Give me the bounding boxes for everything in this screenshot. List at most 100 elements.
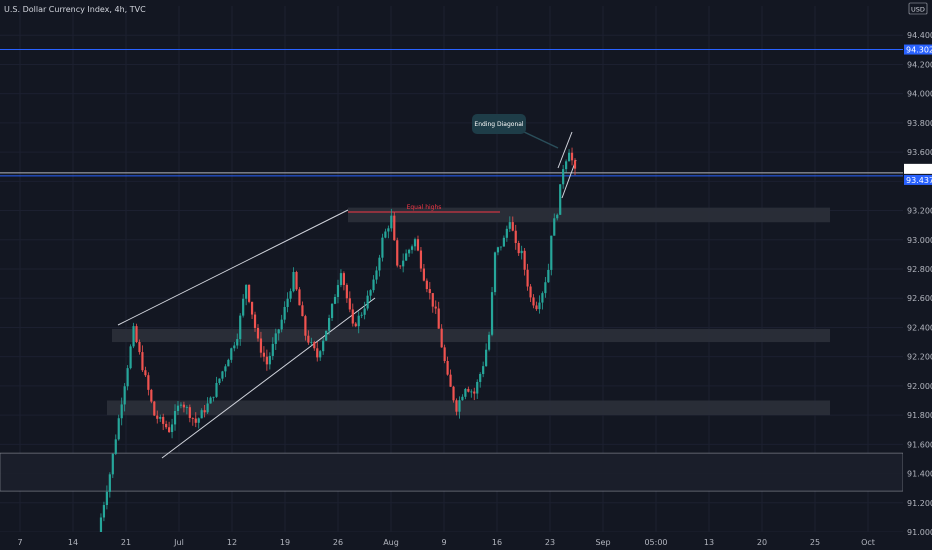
x-tick-label: 26: [333, 538, 343, 547]
candle-body: [396, 240, 399, 266]
candle-body: [526, 269, 529, 287]
candle-body: [384, 231, 387, 238]
ending-diagonal-lower-line: [561, 159, 577, 199]
candle-body: [565, 161, 568, 170]
x-tick-label: 25: [810, 538, 820, 547]
candle-body: [476, 381, 479, 394]
x-tick-label: 12: [227, 538, 237, 547]
candle-body: [452, 386, 455, 401]
currency-selector[interactable]: USD: [908, 2, 928, 15]
equal-highs-label: Equal highs: [407, 204, 442, 211]
candle-body: [517, 242, 520, 254]
candle-body: [330, 303, 334, 319]
candle-body: [467, 389, 470, 392]
candle-body: [286, 298, 289, 307]
candle-body: [354, 323, 357, 327]
price-level-box: [904, 44, 932, 55]
y-tick-label: 94.000: [907, 90, 932, 99]
candle-body: [449, 374, 452, 387]
candle-body: [150, 389, 153, 402]
candle-body: [470, 391, 473, 393]
candle-body: [499, 246, 503, 248]
support-resistance-zones: [0, 207, 904, 492]
candle-body: [138, 342, 141, 353]
candle-body: [544, 282, 547, 294]
candle-body: [372, 279, 375, 291]
candle-body: [419, 250, 423, 269]
candle-body: [141, 352, 144, 371]
y-tick-label: 91.200: [907, 499, 932, 508]
candle-body: [200, 410, 203, 419]
candle-body: [268, 355, 271, 365]
candle-body: [440, 328, 443, 348]
candle-body: [348, 298, 351, 310]
candle-body: [573, 160, 577, 169]
candle-body: [505, 228, 508, 238]
candle-body: [108, 474, 111, 492]
candle-body: [271, 343, 274, 356]
candle-body: [360, 314, 363, 316]
currency-label: USD: [911, 6, 925, 14]
x-tick-label: 16: [492, 538, 502, 547]
candle-body: [529, 286, 532, 298]
ending-diagonal-label: Ending Diagonal: [474, 121, 524, 128]
x-tick-label: 23: [545, 538, 555, 547]
candle-body: [345, 284, 348, 299]
candle-body: [407, 249, 411, 254]
ending-diagonal-upper-line: [557, 131, 573, 169]
candle-body: [322, 340, 325, 352]
x-tick-label: Jul: [173, 538, 184, 547]
candle-body: [162, 416, 165, 424]
wedge-lower-trendline: [161, 297, 376, 459]
time-axis-background: [0, 532, 903, 550]
x-tick-label: Sep: [595, 538, 610, 547]
candle-body: [357, 315, 360, 327]
candle-body: [245, 284, 248, 299]
y-tick-label: 92.800: [907, 265, 932, 274]
candle-body: [188, 407, 191, 418]
ending-diagonal-pointer: [521, 130, 559, 149]
candle-body: [230, 348, 233, 360]
candle-body: [458, 400, 461, 412]
y-tick-label: 92.200: [907, 353, 932, 362]
candle-body: [422, 268, 426, 281]
trendlines: [117, 130, 577, 459]
candle-body: [541, 293, 544, 303]
candle-body: [538, 302, 541, 310]
candle-body: [224, 366, 227, 372]
x-tick-label: 05:00: [644, 538, 667, 547]
candle-body: [280, 319, 283, 330]
candle-body: [487, 334, 491, 350]
grid: [0, 6, 903, 533]
price-level-labels: 94.302 93.458 93.437: [904, 44, 932, 185]
candle-body: [532, 297, 535, 306]
y-tick-label: 91.000: [907, 528, 932, 537]
candle-body: [434, 306, 437, 309]
y-tick-label: 93.200: [907, 207, 932, 216]
candle-body: [514, 230, 517, 243]
y-tick-label: 93.000: [907, 236, 932, 245]
candle-body: [413, 239, 417, 247]
candle-body: [295, 272, 298, 290]
candle-body: [215, 382, 218, 397]
candle-body: [304, 316, 307, 336]
candle-body: [556, 214, 559, 219]
candle-body: [265, 356, 268, 365]
candle-body: [455, 400, 458, 412]
candle-body: [182, 404, 186, 408]
candle-body: [218, 378, 221, 383]
candle-body: [274, 333, 277, 344]
candle-body: [185, 407, 188, 408]
candle-body: [416, 239, 420, 251]
candle-body: [375, 270, 378, 280]
candle-body: [153, 401, 156, 416]
candle-body: [209, 397, 212, 404]
candle-body: [212, 396, 215, 398]
candle-body: [523, 250, 526, 270]
candle-body: [102, 505, 106, 518]
candle-body: [307, 335, 310, 343]
candle-body: [390, 215, 393, 229]
candle-body: [437, 308, 440, 329]
price-level-box: [904, 163, 932, 174]
